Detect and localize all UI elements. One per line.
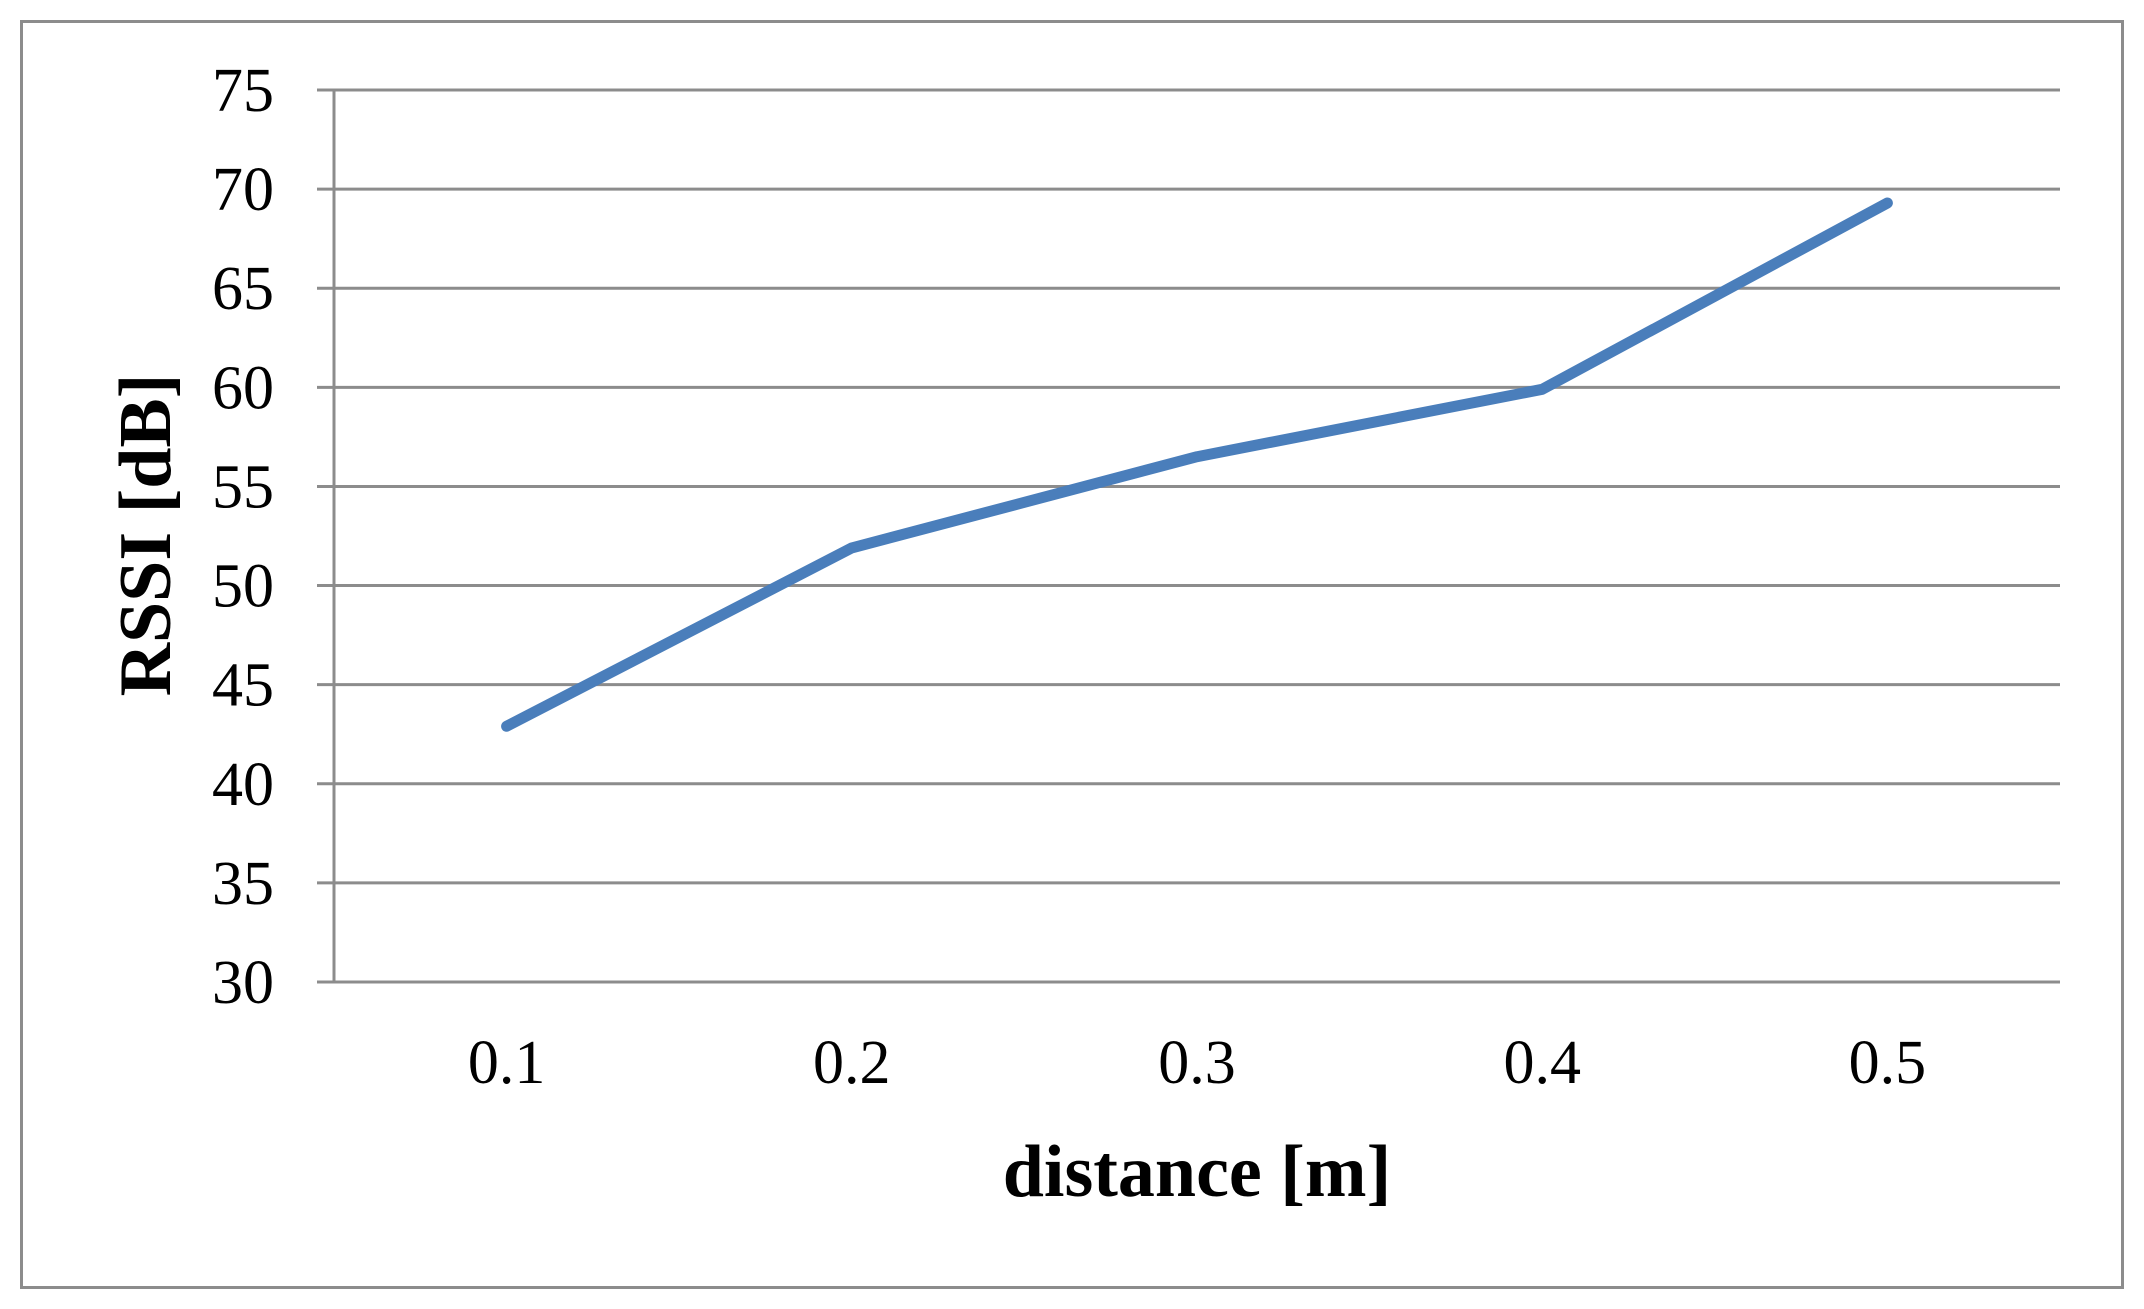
x-tick-label-0.5: 0.5: [1849, 1029, 1927, 1097]
y-tick-label-45: 45: [212, 652, 274, 720]
y-tick-label-50: 50: [212, 553, 274, 621]
x-tick-labels: 0.1 0.2 0.3 0.4 0.5: [468, 1029, 1926, 1097]
y-tick-label-60: 60: [212, 354, 274, 422]
y-tick-label-55: 55: [212, 453, 274, 521]
x-axis-title: distance [m]: [1003, 1131, 1391, 1213]
y-tick-label-40: 40: [212, 751, 274, 819]
x-tick-label-0.4: 0.4: [1503, 1029, 1581, 1097]
chart-frame: [20, 20, 2124, 1289]
y-tick-labels: 30 35 40 45 50 55 60 65 70 75: [212, 57, 274, 1017]
y-tick-label-30: 30: [212, 949, 274, 1017]
axes: [317, 90, 2060, 984]
x-tick-label-0.1: 0.1: [468, 1029, 546, 1097]
y-tick-label-35: 35: [212, 850, 274, 918]
series: [501, 197, 1893, 732]
x-tick-label-0.2: 0.2: [813, 1029, 891, 1097]
y-tick-label-70: 70: [212, 156, 274, 224]
x-tick-label-0.3: 0.3: [1158, 1029, 1236, 1097]
y-tick-label-65: 65: [212, 255, 274, 323]
y-tick-label-75: 75: [212, 57, 274, 125]
y-axis-title: RSSI [dB]: [105, 374, 187, 697]
series-line-1: [501, 197, 1893, 732]
gridlines: [317, 88, 2060, 885]
